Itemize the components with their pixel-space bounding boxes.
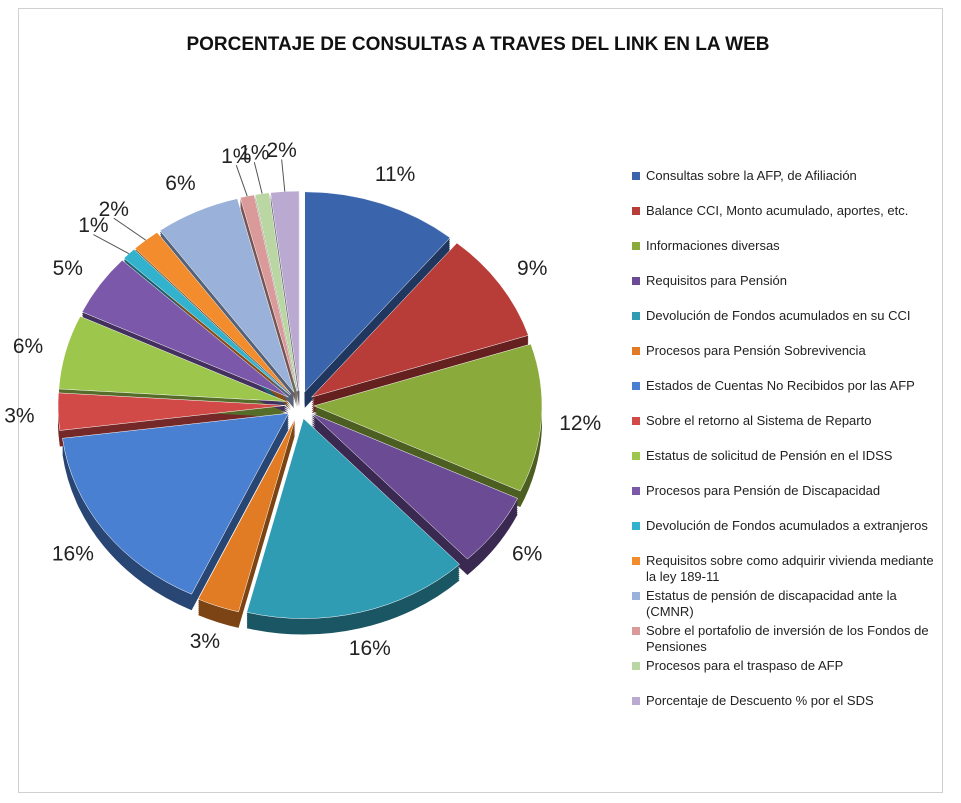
slice: [123, 248, 291, 396]
slice: [310, 242, 529, 398]
legend-label: Consultas sobre la AFP, de Afiliación: [646, 168, 857, 183]
legend-swatch: [632, 417, 640, 425]
legend-swatch: [632, 347, 640, 355]
legend-label: Procesos para Pensión de Discapacidad: [646, 483, 881, 498]
legend-label: Estatus de pensión de discapacidad ante …: [646, 588, 897, 619]
data-label: 2%: [266, 139, 296, 162]
leader-line: [93, 234, 130, 255]
legend-swatch: [632, 452, 640, 460]
leader-line: [281, 159, 286, 192]
legend-label: Requisitos para Pensión: [646, 273, 787, 288]
legend-label: Devolución de Fondos acumulados a extran…: [646, 518, 928, 533]
legend-item: Devolución de Fondos acumulados a extran…: [632, 518, 947, 553]
legend-item: Estados de Cuentas No Recibidos por las …: [632, 378, 947, 413]
legend-item: Consultas sobre la AFP, de Afiliación: [632, 168, 947, 203]
leader-line: [235, 165, 248, 197]
legend-label: Estados de Cuentas No Recibidos por las …: [646, 378, 915, 393]
slice: [62, 412, 290, 595]
slice: [311, 412, 518, 560]
legend-label: Procesos para el traspaso de AFP: [646, 658, 844, 673]
legend-item: Procesos para Pensión Sobrevivencia: [632, 343, 947, 378]
legend-swatch: [632, 662, 640, 670]
slice: [270, 190, 300, 392]
slice: [159, 198, 295, 393]
legend-item: Sobre el portafolio de inversión de los …: [632, 623, 947, 658]
legend-label: Informaciones diversas: [646, 238, 780, 253]
data-label: 12%: [559, 412, 601, 435]
legend-label: Sobre el portafolio de inversión de los …: [646, 623, 929, 654]
legend-swatch: [632, 382, 640, 390]
legend-item: Informaciones diversas: [632, 238, 947, 273]
legend-label: Requisitos sobre como adquirir vivienda …: [646, 553, 934, 584]
legend: Consultas sobre la AFP, de Afiliación Bal…: [632, 168, 947, 728]
data-label: 6%: [13, 335, 43, 358]
data-label: 3%: [4, 404, 34, 427]
legend-swatch: [632, 207, 640, 215]
legend-swatch: [632, 592, 640, 600]
leader-line: [113, 217, 147, 241]
data-label: 11%: [375, 163, 415, 186]
data-label: 5%: [53, 257, 83, 280]
legend-swatch: [632, 277, 640, 285]
chart-title: PORCENTAJE DE CONSULTAS A TRAVES DEL LIN…: [186, 34, 769, 55]
slice: [197, 418, 296, 613]
data-label: 6%: [165, 172, 195, 195]
slice: [81, 259, 289, 398]
data-label: 1%: [221, 145, 251, 168]
data-label: 1%: [78, 214, 108, 237]
legend-label: Sobre el retorno al Sistema de Reparto: [646, 413, 872, 428]
data-label: 16%: [349, 637, 391, 660]
legend-item: Estatus de pensión de discapacidad ante …: [632, 588, 947, 623]
leader-line: [253, 162, 263, 194]
legend-item: Porcentaje de Descuento % por el SDS: [632, 693, 947, 728]
slice: [239, 194, 298, 392]
legend-swatch: [632, 557, 640, 565]
chart-frame: [18, 8, 943, 793]
legend-item: Sobre el retorno al Sistema de Reparto: [632, 413, 947, 448]
slice: [304, 191, 451, 393]
slice: [57, 392, 287, 431]
legend-item: Requisitos para Pensión: [632, 273, 947, 308]
legend-swatch: [632, 312, 640, 320]
legend-label: Devolución de Fondos acumulados en su CC…: [646, 308, 911, 323]
legend-swatch: [632, 172, 640, 180]
legend-item: Procesos para Pensión de Discapacidad: [632, 483, 947, 518]
legend-label: Procesos para Pensión Sobrevivencia: [646, 343, 866, 358]
legend-item: Procesos para el traspaso de AFP: [632, 658, 947, 693]
legend-item: Devolución de Fondos acumulados en su CC…: [632, 308, 947, 343]
legend-label: Estatus de solicitud de Pensión en el ID…: [646, 448, 893, 463]
legend-label: Porcentaje de Descuento % por el SDS: [646, 693, 874, 708]
legend-swatch: [632, 522, 640, 530]
data-label: 16%: [52, 542, 94, 565]
legend-swatch: [632, 242, 640, 250]
slice: [313, 343, 543, 492]
legend-swatch: [632, 697, 640, 705]
slice: [58, 316, 287, 402]
data-label: 1%: [239, 142, 269, 165]
legend-item: Estatus de solicitud de Pensión en el ID…: [632, 448, 947, 483]
legend-item: Requisitos sobre como adquirir vivienda …: [632, 553, 947, 588]
data-label: 2%: [99, 198, 129, 221]
data-label: 3%: [190, 630, 220, 653]
slice: [246, 418, 460, 619]
legend-swatch: [632, 487, 640, 495]
legend-swatch: [632, 627, 640, 635]
data-label: 6%: [512, 542, 542, 565]
legend-label: Balance CCI, Monto acumulado, aportes, e…: [646, 203, 909, 218]
legend-item: Balance CCI, Monto acumulado, aportes, e…: [632, 203, 947, 238]
data-label: 9%: [517, 257, 547, 280]
